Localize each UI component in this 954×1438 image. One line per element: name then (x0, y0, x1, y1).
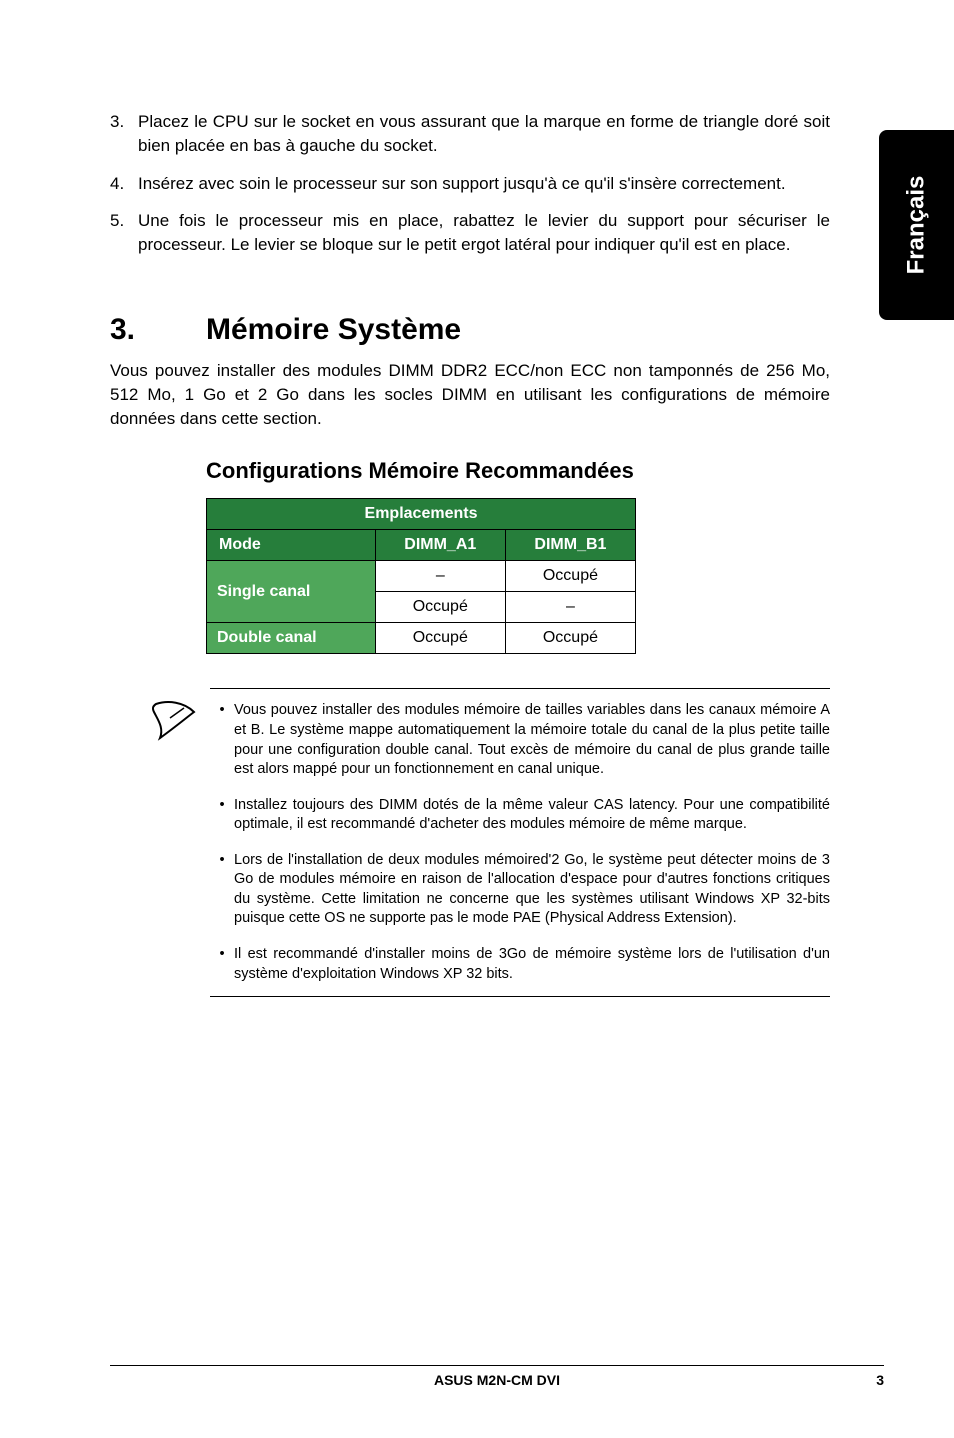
note-item: •Vous pouvez installer des modules mémoi… (210, 701, 830, 779)
table-col-dimm-a1: DIMM_A1 (375, 530, 505, 561)
table-col-dimm-b1: DIMM_B1 (505, 530, 635, 561)
table-top-header: Emplacements (207, 499, 636, 530)
step-number: 3. (110, 110, 138, 158)
note-text: Lors de l'installation de deux modules m… (234, 851, 830, 929)
table-cell: Occupé (505, 623, 635, 654)
page-footer: ASUS M2N-CM DVI 3 (110, 1365, 884, 1388)
section-number: 3. (110, 313, 206, 347)
note-body: •Vous pouvez installer des modules mémoi… (210, 688, 830, 997)
bullet-icon: • (210, 701, 234, 779)
bullet-icon: • (210, 945, 234, 984)
bullet-icon: • (210, 851, 234, 929)
note-item: •Installez toujours des DIMM dotés de la… (210, 796, 830, 835)
table-cell: – (505, 592, 635, 623)
table-cell: – (375, 561, 505, 592)
table-col-mode: Mode (207, 530, 376, 561)
table-row-double: Double canal (207, 623, 376, 654)
section-heading: 3. Mémoire Système (110, 313, 830, 347)
step-text: Placez le CPU sur le socket en vous assu… (138, 110, 830, 158)
step-item: 5. Une fois le processeur mis en place, … (110, 209, 830, 257)
page-content: 3. Placez le CPU sur le socket en vous a… (110, 110, 830, 997)
table-cell: Occupé (505, 561, 635, 592)
step-item: 3. Placez le CPU sur le socket en vous a… (110, 110, 830, 158)
bullet-icon: • (210, 796, 234, 835)
section-intro: Vous pouvez installer des modules DIMM D… (110, 359, 830, 430)
language-tab-label: Français (903, 176, 931, 275)
step-text: Insérez avec soin le processeur sur son … (138, 172, 830, 196)
memory-config-table: Emplacements Mode DIMM_A1 DIMM_B1 Single… (206, 498, 636, 654)
step-number: 5. (110, 209, 138, 257)
footer-product: ASUS M2N-CM DVI (110, 1372, 884, 1388)
table-row-single: Single canal (207, 561, 376, 623)
step-item: 4. Insérez avec soin le processeur sur s… (110, 172, 830, 196)
note-block: •Vous pouvez installer des modules mémoi… (150, 688, 830, 997)
note-icon (150, 688, 210, 997)
table-cell: Occupé (375, 592, 505, 623)
note-text: Vous pouvez installer des modules mémoir… (234, 701, 830, 779)
note-text: Il est recommandé d'installer moins de 3… (234, 945, 830, 984)
note-item: •Il est recommandé d'installer moins de … (210, 945, 830, 984)
note-item: •Lors de l'installation de deux modules … (210, 851, 830, 929)
note-text: Installez toujours des DIMM dotés de la … (234, 796, 830, 835)
section-title: Mémoire Système (206, 313, 461, 347)
step-number: 4. (110, 172, 138, 196)
step-text: Une fois le processeur mis en place, rab… (138, 209, 830, 257)
subheading: Configurations Mémoire Recommandées (206, 458, 830, 484)
table-cell: Occupé (375, 623, 505, 654)
language-tab: Français (879, 130, 954, 320)
